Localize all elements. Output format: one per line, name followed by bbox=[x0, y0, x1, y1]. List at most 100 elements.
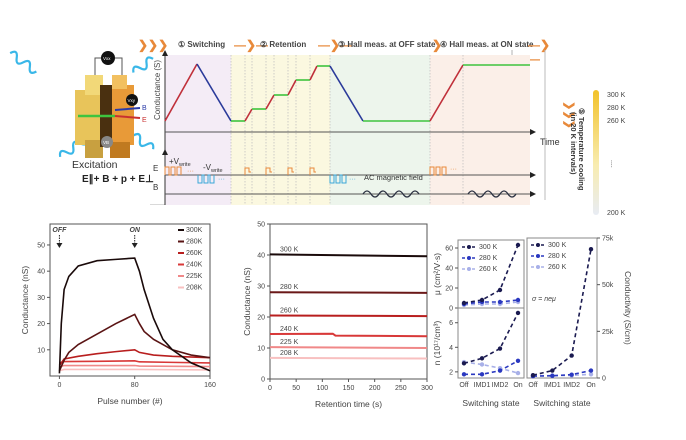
ac-field-label: AC magnetic field bbox=[364, 173, 423, 182]
y-axis-label: Conductance (nS) bbox=[20, 266, 30, 335]
x-tick-label: 200 bbox=[369, 385, 381, 392]
data-point bbox=[515, 242, 521, 248]
y-tick-label: 0 bbox=[449, 306, 453, 313]
x-tick-label: 300 bbox=[421, 385, 433, 392]
temp-label: .... bbox=[609, 160, 616, 168]
data-point bbox=[569, 372, 574, 377]
data-point bbox=[497, 299, 503, 305]
y-tick-label: 10 bbox=[257, 346, 265, 353]
ac-field-wave-1 bbox=[362, 190, 420, 198]
step-hall-off: ③ Hall meas. at OFF state bbox=[338, 40, 436, 49]
series-label: 240 K bbox=[280, 326, 299, 333]
x-axis-label: Pulse number (#) bbox=[97, 396, 162, 406]
series-label: 260 K bbox=[280, 307, 299, 314]
vxx-label: Vxx bbox=[103, 56, 111, 61]
temp-label: 260 K bbox=[607, 118, 626, 125]
legend-label: 300K bbox=[186, 227, 203, 234]
y-tick-label: 40 bbox=[257, 253, 265, 260]
b-arrow-label: B bbox=[142, 105, 147, 112]
y-tick-label: 0 bbox=[261, 377, 265, 384]
series-line-240 K bbox=[269, 332, 428, 338]
step-switching: ① Switching bbox=[178, 40, 226, 49]
cooling-step-title: ⑤ Temperature cooling bbox=[577, 108, 586, 191]
excitation-formula: E∥+ B + p + E⊥ bbox=[82, 174, 154, 185]
y-tick-label: 75k bbox=[602, 236, 614, 243]
series-line-280 K bbox=[269, 291, 428, 294]
series-line-300 K bbox=[463, 312, 519, 365]
series-line-225K bbox=[59, 364, 211, 368]
x-tick-label: Off bbox=[528, 382, 537, 389]
y-tick-label: 4 bbox=[449, 345, 453, 352]
data-point bbox=[479, 372, 485, 377]
y-axis-label: μ (cm²/V·s) bbox=[432, 253, 442, 295]
legend-marker bbox=[467, 267, 471, 271]
data-point bbox=[550, 368, 555, 373]
annotation-label: ON bbox=[129, 227, 140, 234]
y-tick-label: 50k bbox=[602, 282, 614, 289]
ac-field-wave-2 bbox=[467, 190, 517, 198]
vb-label: VB bbox=[103, 140, 109, 145]
y-axis-label: Conductivity (S/cm) bbox=[623, 271, 633, 345]
plot-frame bbox=[49, 223, 211, 377]
y-tick-label: 60 bbox=[445, 246, 453, 253]
series-line-260 K bbox=[463, 361, 519, 374]
formula-annotation: σ = neμ bbox=[532, 296, 556, 303]
temperature-gradient-bar bbox=[593, 90, 599, 215]
flow-chevron-icon: —❯— bbox=[528, 38, 551, 66]
step-retention: ② Retention bbox=[260, 40, 307, 49]
series-line-300K bbox=[58, 257, 211, 374]
x-tick-label: IMD2 bbox=[492, 382, 509, 389]
legend-label: 208K bbox=[186, 285, 203, 292]
y-tick-label: 30 bbox=[37, 295, 45, 302]
series-line-260K bbox=[58, 348, 211, 366]
flow-start-chevrons-icon: ❯❯❯ bbox=[138, 38, 169, 52]
legend-marker bbox=[536, 265, 540, 269]
data-point bbox=[497, 287, 503, 293]
legend-label: 260 K bbox=[548, 264, 567, 271]
temp-label: 280 K bbox=[607, 105, 626, 112]
data-point bbox=[515, 297, 521, 303]
data-point bbox=[588, 368, 594, 373]
x-tick-label: On bbox=[586, 382, 595, 389]
x-tick-label: 250 bbox=[395, 385, 407, 392]
y-tick-label: 20 bbox=[37, 321, 45, 328]
data-point bbox=[588, 372, 594, 377]
temp-label: 300 K bbox=[607, 92, 626, 99]
plot-frame bbox=[526, 237, 598, 379]
series-line-260 K bbox=[269, 314, 428, 318]
series-line-300 K bbox=[463, 244, 519, 304]
y-tick-label: 20 bbox=[445, 286, 453, 293]
data-point bbox=[497, 368, 503, 373]
legend-label: 300 K bbox=[548, 242, 567, 249]
legend-label: 240K bbox=[186, 262, 203, 269]
legend-label: 225K bbox=[186, 273, 203, 280]
x-tick-label: 0 bbox=[57, 382, 61, 389]
timing-diagram: Time Conductance (S) E B bbox=[150, 50, 560, 205]
process-flow: ❯❯❯ ① Switching —❯— ② Retention —❯— ③ Ha… bbox=[138, 38, 558, 66]
data-point bbox=[515, 310, 521, 316]
data-point bbox=[515, 370, 521, 376]
data-point bbox=[497, 346, 503, 351]
data-point bbox=[569, 353, 574, 358]
y-tick-label: 50 bbox=[257, 222, 265, 229]
data-point bbox=[550, 373, 555, 378]
vxx-meter-icon bbox=[101, 51, 115, 65]
y-tick-label: 6 bbox=[449, 320, 453, 327]
temperature-scale: ⑤ Temperature cooling (in 20 K intervals… bbox=[569, 90, 626, 217]
data-point bbox=[461, 372, 467, 377]
flow-chevron-icon: ❯ bbox=[432, 38, 443, 52]
cooling-step-subtitle: (in 20 K intervals) bbox=[569, 112, 578, 175]
x-tick-label: 100 bbox=[316, 385, 328, 392]
flow-chevron-icon: —❯— bbox=[318, 38, 353, 52]
ellipsis: ··· bbox=[349, 176, 356, 183]
temp-label: 200 K bbox=[607, 210, 626, 217]
ellipsis: ··· bbox=[218, 176, 225, 183]
y-tick-label: 2 bbox=[449, 369, 453, 376]
x-tick-label: 0 bbox=[268, 385, 272, 392]
vwrite-negative-label: -Vwrite bbox=[203, 163, 223, 174]
vxy-meter-icon bbox=[126, 94, 138, 106]
series-label: 225 K bbox=[280, 339, 299, 346]
x-tick-label: 50 bbox=[292, 385, 300, 392]
x-tick-label: IMD1 bbox=[544, 382, 561, 389]
